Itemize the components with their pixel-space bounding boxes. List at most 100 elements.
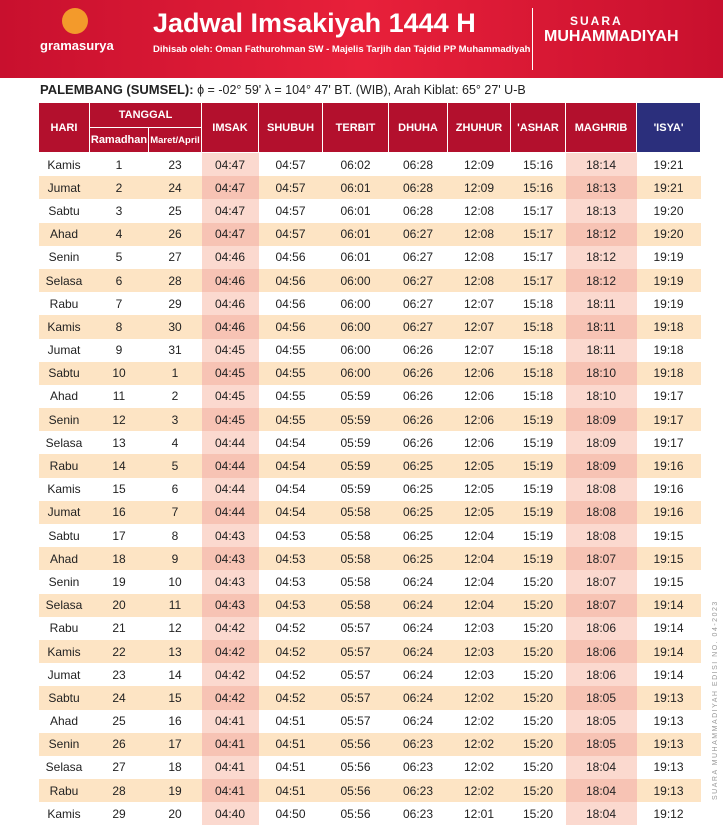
table-cell: 18:10 xyxy=(565,361,637,385)
table-cell: 19:16 xyxy=(653,482,684,497)
schedule-table: HARI TANGGAL IMSAK SHUBUH TERBIT DHUHA ZHUHUR '… xyxy=(38,102,702,826)
table-cell: 04:55 xyxy=(275,343,306,358)
table-cell: 06:26 xyxy=(403,343,434,358)
table-cell: 19:13 xyxy=(653,760,684,775)
table-cell: 06:00 xyxy=(340,343,371,358)
table-cell: 04:45 xyxy=(201,384,259,409)
table-cell: 18:05 xyxy=(565,709,637,733)
table-cell: 12:03 xyxy=(447,639,511,664)
table-cell: 04:55 xyxy=(258,361,323,385)
table-cell: 15:17 xyxy=(510,268,566,293)
side-note: SUARA MUHAMMADIYAH EDISI NO. 04-2023 xyxy=(712,600,719,800)
table-cell: 10 xyxy=(168,574,182,589)
table-cell: 19:18 xyxy=(636,315,701,339)
table-cell: 04:47 xyxy=(201,222,259,246)
table-cell: 04:51 xyxy=(258,779,323,803)
header-cell: SHUBUH xyxy=(258,102,324,153)
table-cell: 18:12 xyxy=(565,268,637,293)
table-cell: 19:15 xyxy=(653,528,684,543)
table-cell: 18:08 xyxy=(565,477,637,501)
table-row: Selasa 20 11 04:43 04:53 05:58 06:24 12:04 15:20… xyxy=(38,593,701,617)
table-cell: 18:09 xyxy=(565,454,637,478)
table-cell: 04:57 xyxy=(275,157,306,172)
table-cell: 04:43 xyxy=(201,570,259,594)
table-cell: 19:17 xyxy=(653,389,684,404)
table-cell: 04:56 xyxy=(275,296,306,311)
table-cell: 04:52 xyxy=(275,667,306,682)
table-cell: Rabu xyxy=(49,296,79,311)
table-cell: 15:18 xyxy=(510,361,566,385)
table-cell: 9 xyxy=(148,547,202,571)
table-cell: 20 xyxy=(168,806,182,821)
table-cell: 04:54 xyxy=(275,482,306,497)
table-cell: 06:01 xyxy=(340,250,371,265)
table-cell: Ahad xyxy=(49,389,79,404)
table-cell: 19:16 xyxy=(636,454,701,478)
table-cell: 06:01 xyxy=(322,222,389,246)
table-cell: 18:07 xyxy=(565,570,637,594)
table-cell: 19:19 xyxy=(653,296,684,311)
table-cell: 19:13 xyxy=(636,732,701,756)
table-cell: 06:24 xyxy=(403,667,434,682)
table-cell: 28 xyxy=(89,779,149,803)
header-cell: Maret/April xyxy=(147,127,203,153)
table-row: Senin 5 27 04:46 04:56 06:01 06:27 12:08 15:17 18… xyxy=(39,245,701,269)
table-cell: 12:02 xyxy=(447,732,511,756)
header-cell: TANGGAL xyxy=(88,102,203,128)
table-cell: 19:14 xyxy=(636,639,701,664)
table-cell: 11 xyxy=(148,593,202,617)
table-cell: 04:57 xyxy=(258,222,323,246)
table-cell: 19:16 xyxy=(636,500,701,524)
table-row: Ahad 25 16 04:41 04:51 05:57 06:24 12:02 15:20 18… xyxy=(39,709,701,733)
table-cell: 19:20 xyxy=(653,203,684,218)
table-row: Jumat 9 31 04:45 04:55 06:00 06:26 12:07 15:18 18… xyxy=(39,338,701,362)
table-row: Sabtu 24 15 04:42 04:52 05:57 06:24 12:02 15:20 1… xyxy=(38,686,701,710)
table-row: Rabu 14 5 04:44 04:54 05:59 06:25 12:05 15:19 18:… xyxy=(38,454,701,478)
table-cell: 04:50 xyxy=(275,806,306,821)
table-cell: 12:03 xyxy=(464,667,495,682)
table-cell: 04:53 xyxy=(258,547,323,571)
table-cell: 06:25 xyxy=(388,454,448,478)
table-cell: 7 xyxy=(148,500,202,524)
table-cell: 19:21 xyxy=(653,157,684,172)
table-cell: 15:18 xyxy=(523,343,554,358)
table-cell: 04:53 xyxy=(275,528,306,543)
header-cell: 'ISYA' xyxy=(636,102,702,153)
table-cell: 12:06 xyxy=(447,408,511,432)
table-cell: 05:59 xyxy=(322,454,389,478)
table-cell: Kamis xyxy=(47,482,81,497)
table-row: Selasa 6 28 04:46 04:56 06:00 06:27 12:08 15:17 1… xyxy=(38,268,701,293)
table-cell: 18:13 xyxy=(565,176,637,200)
table-cell: Rabu xyxy=(38,779,90,803)
table-cell: 18:11 xyxy=(565,338,637,362)
table-cell: 04:52 xyxy=(275,621,306,636)
table-cell: 12:06 xyxy=(447,361,511,385)
table-cell: 18 xyxy=(89,547,149,571)
table-cell: 19 xyxy=(112,574,126,589)
table-cell: 04:44 xyxy=(201,500,259,524)
table-cell: 12:02 xyxy=(464,760,495,775)
table-cell: 8 xyxy=(89,315,149,339)
table-cell: 04:46 xyxy=(201,292,259,316)
table-cell: 29 xyxy=(112,806,126,821)
table-cell: 12:04 xyxy=(447,547,511,571)
table-cell: 05:57 xyxy=(340,667,371,682)
table-cell: 21 xyxy=(112,621,126,636)
table-cell: 12:08 xyxy=(464,250,495,265)
table-cell: Jumat xyxy=(47,667,81,682)
table-cell: 15:20 xyxy=(510,639,566,664)
table-cell: 19:14 xyxy=(653,667,684,682)
table-cell: 06:24 xyxy=(403,714,434,729)
table-cell: 15:19 xyxy=(510,500,566,524)
header-cell: MAGHRIB xyxy=(565,102,638,153)
table-cell: 06:26 xyxy=(403,389,434,404)
table-cell: 12:04 xyxy=(464,574,495,589)
table-cell: 06:27 xyxy=(403,250,434,265)
table-cell: 04:42 xyxy=(201,639,259,664)
table-cell: 12:08 xyxy=(464,203,495,218)
table-cell: 19:13 xyxy=(636,686,701,710)
table-cell: 15:19 xyxy=(510,454,566,478)
table-cell: 05:58 xyxy=(340,574,371,589)
table-cell: 12:05 xyxy=(464,482,495,497)
